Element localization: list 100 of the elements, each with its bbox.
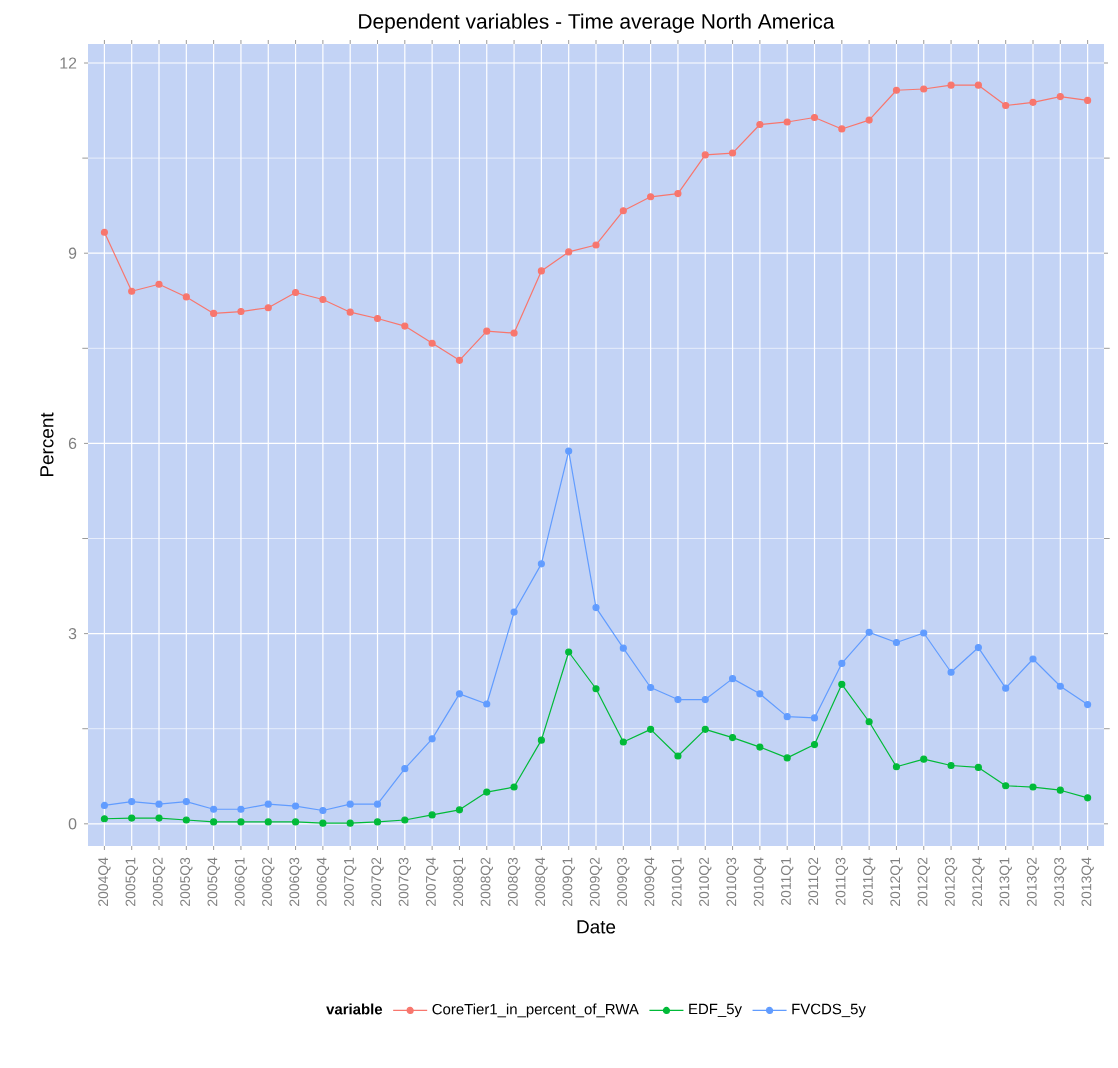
point: [674, 752, 682, 760]
point: [728, 733, 737, 742]
point: [483, 700, 491, 708]
point: [565, 648, 573, 656]
point: [838, 659, 846, 667]
point: [1002, 782, 1010, 790]
point: [565, 248, 573, 256]
point: [920, 629, 928, 637]
point: [237, 307, 245, 316]
point: [892, 86, 901, 94]
point: [155, 280, 163, 288]
point: [783, 713, 791, 721]
point: [483, 788, 491, 796]
point: [701, 695, 709, 704]
point: [128, 814, 136, 822]
point: [155, 800, 163, 808]
point: [128, 798, 136, 806]
point: [1056, 786, 1064, 794]
point: [428, 811, 436, 819]
point: [592, 241, 600, 249]
point: [373, 800, 382, 808]
point: [1084, 794, 1092, 802]
point: [291, 818, 300, 826]
point: [428, 339, 436, 347]
point: [756, 743, 764, 751]
point: [647, 725, 655, 733]
point: [756, 120, 764, 129]
point: [865, 718, 873, 726]
point: [810, 740, 819, 749]
point: [264, 800, 272, 808]
point: [210, 309, 218, 318]
point: [1029, 655, 1037, 663]
point: [291, 802, 300, 810]
point: [947, 81, 955, 89]
point: [537, 267, 545, 275]
point: [783, 754, 791, 762]
point: [455, 806, 464, 814]
point: [728, 149, 737, 157]
y-axis-title: Percent: [40, 412, 54, 477]
point: [810, 714, 819, 722]
point: [455, 690, 464, 698]
point: [810, 113, 819, 122]
point: [319, 295, 327, 304]
point: [401, 765, 409, 773]
point: [674, 695, 682, 704]
point: [373, 314, 382, 323]
point: [264, 304, 272, 312]
point: [100, 228, 108, 236]
point: [346, 819, 354, 827]
point: [100, 801, 108, 810]
point: [974, 643, 982, 652]
point: [319, 806, 327, 815]
point: [182, 293, 190, 301]
point: [346, 308, 354, 316]
point: [865, 116, 873, 124]
point: [647, 683, 655, 692]
point: [264, 818, 272, 826]
point: [237, 805, 245, 813]
point: [537, 560, 545, 568]
point: [128, 287, 136, 295]
point: [756, 690, 764, 698]
point: [210, 805, 218, 813]
point: [373, 818, 382, 826]
point: [291, 288, 300, 297]
point: [647, 193, 655, 201]
point: [565, 447, 573, 455]
point: [701, 151, 709, 159]
point: [974, 81, 982, 89]
point: [783, 118, 791, 126]
point: [319, 819, 327, 827]
point: [182, 816, 190, 824]
point: [920, 755, 928, 763]
point: [728, 675, 737, 683]
point: [974, 763, 982, 771]
point: [619, 738, 627, 746]
point: [947, 761, 955, 770]
point: [510, 783, 518, 791]
point: [346, 800, 354, 808]
point: [182, 798, 190, 806]
point: [892, 638, 901, 647]
point: [865, 628, 873, 636]
point: [428, 735, 436, 743]
point: [592, 604, 600, 612]
point: [838, 125, 846, 133]
point: [1002, 684, 1010, 692]
point: [100, 815, 108, 823]
point: [401, 816, 409, 824]
point: [483, 327, 491, 335]
point: [674, 190, 682, 198]
chart-title: Dependent variables - Time average North America: [359, 13, 835, 33]
point: [1084, 96, 1092, 105]
point: [619, 644, 627, 652]
point: [510, 329, 518, 337]
point: [947, 668, 955, 676]
point: [1002, 101, 1010, 110]
point: [401, 322, 409, 330]
point: [537, 736, 545, 744]
point: [892, 763, 901, 771]
point: [1029, 783, 1037, 791]
point: [1029, 98, 1037, 106]
